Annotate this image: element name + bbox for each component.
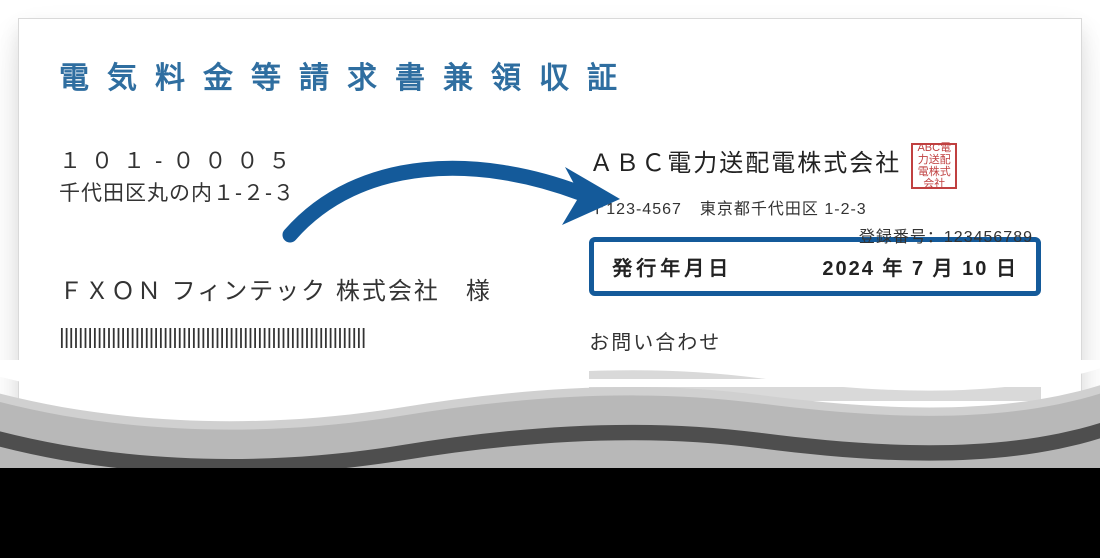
postal-barcode: ||||||||||||||||||||||||||||||||||||||||… [59,326,569,348]
stage: 電気料金等請求書兼領収証 １０１‐０００５ 千代田区丸の内１‐２‐３ ＦＸＯＮ … [0,0,1100,558]
issuer-name: ＡＢＣ電力送配電株式会社 [589,143,901,178]
company-seal-icon: ABC電力送配電株式会社 [911,143,957,189]
issuer-postal: 〒123-4567 [589,195,682,219]
issuer-address: 東京都千代田区 1-2-3 [700,195,867,219]
seal-text: ABC電力送配電株式会社 [915,142,953,190]
bottom-black-band [0,468,1100,558]
recipient-name: ＦＸＯＮ フィンテック 株式会社 様 [59,271,569,306]
issuer-block: ＡＢＣ電力送配電株式会社 ABC電力送配電株式会社 〒123-4567 東京都千… [589,143,1041,431]
issuer-name-line: ＡＢＣ電力送配電株式会社 ABC電力送配電株式会社 [589,143,1041,189]
issue-date-label: 発行年月日 [612,252,732,281]
inquiry-label: お問い合わせ [589,326,1041,355]
placeholder-line [589,409,1041,423]
issue-date-value: 2024 年 7 月 10 日 [822,252,1018,281]
body-row: １０１‐０００５ 千代田区丸の内１‐２‐３ ＦＸＯＮ フィンテック 株式会社 様… [59,143,1041,431]
placeholder-line [589,365,1041,379]
document-title: 電気料金等請求書兼領収証 [59,53,1041,97]
inquiry-placeholder-lines [589,365,1041,423]
placeholder-line [589,387,1041,401]
recipient-block: １０１‐０００５ 千代田区丸の内１‐２‐３ ＦＸＯＮ フィンテック 株式会社 様… [59,143,589,431]
recipient-postal: １０１‐０００５ [59,143,569,175]
recipient-address: 千代田区丸の内１‐２‐３ [59,177,569,207]
document-card: 電気料金等請求書兼領収証 １０１‐０００５ 千代田区丸の内１‐２‐３ ＦＸＯＮ … [18,18,1082,438]
issuer-address-line: 〒123-4567 東京都千代田区 1-2-3 [589,195,1041,219]
